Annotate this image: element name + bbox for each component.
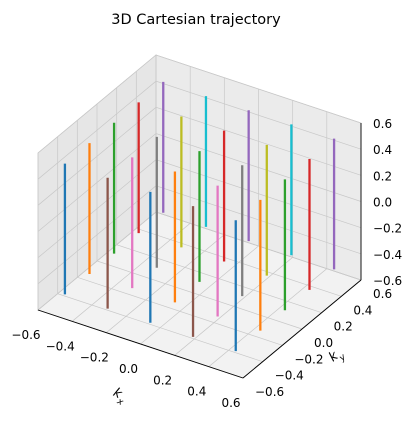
z-tick-label: −0.2 xyxy=(373,222,402,236)
y-tick-label: −0.2 xyxy=(294,352,323,366)
z-tick-label: 0.6 xyxy=(373,117,392,131)
z-tick-label: 0.0 xyxy=(373,196,392,210)
y-tick-label: −0.6 xyxy=(255,385,284,399)
grid-line-z xyxy=(37,54,362,154)
y-tick-label: 0.0 xyxy=(314,336,333,350)
x-tick-label: 0.0 xyxy=(119,362,138,376)
y-tick-label: 0.4 xyxy=(353,303,372,317)
chart-title: 3D Cartesian trajectory xyxy=(111,12,281,28)
x-tick-label: −0.4 xyxy=(46,339,75,353)
z-tick-label: −0.4 xyxy=(373,248,402,262)
y-tick-label: 0.6 xyxy=(373,287,392,301)
grid-line-y xyxy=(135,71,342,297)
x-tick-label: −0.2 xyxy=(80,351,109,365)
x-axis-label: kx xyxy=(109,385,130,408)
y-axis-line xyxy=(242,279,362,379)
z-tick-label: −0.6 xyxy=(373,274,402,288)
series-group xyxy=(63,81,336,352)
tick-labels: −0.6−0.4−0.20.00.20.40.6−0.6−0.4−0.20.00… xyxy=(11,117,402,410)
z-tick-label: 0.2 xyxy=(373,169,392,183)
z-tick-label: 0.4 xyxy=(373,143,392,157)
x-tick-label: 0.6 xyxy=(221,396,240,410)
y-tick-label: 0.2 xyxy=(334,320,353,334)
x-tick-label: 0.2 xyxy=(153,373,172,387)
x-axis-line xyxy=(37,309,244,379)
x-tick-label: −0.6 xyxy=(11,328,40,342)
y-tick-label: −0.4 xyxy=(275,369,304,383)
x-tick-label: 0.4 xyxy=(187,385,206,399)
